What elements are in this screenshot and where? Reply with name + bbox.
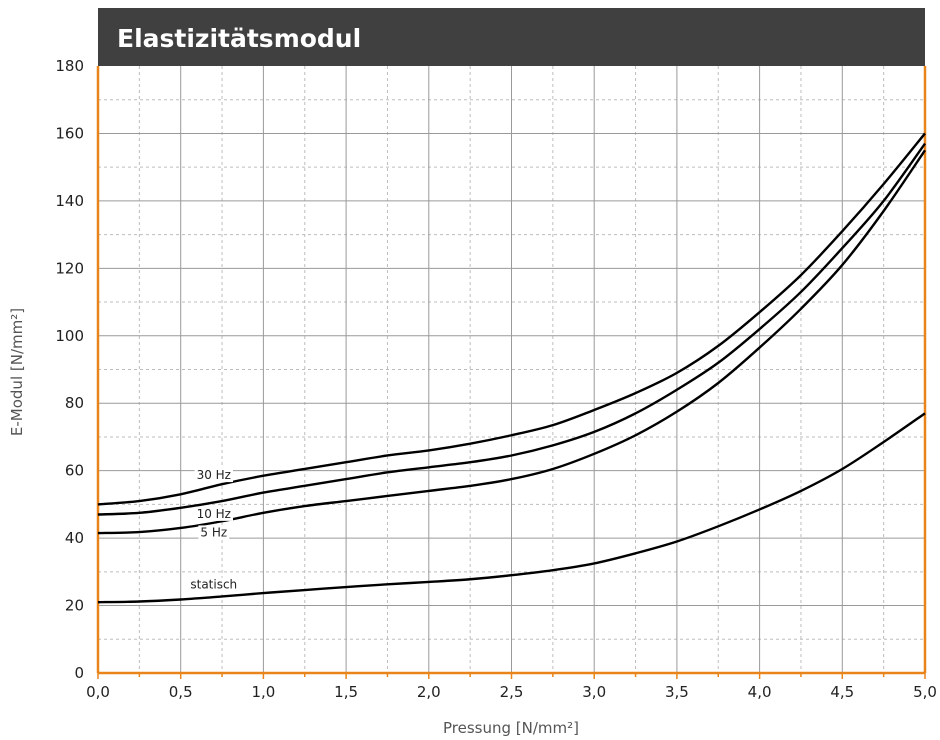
y-axis-title: E-Modul [N/mm²]	[8, 308, 26, 436]
y-tick-label: 60	[65, 462, 84, 480]
y-tick-label: 0	[74, 664, 84, 682]
series-label: statisch	[190, 578, 237, 592]
tick-labels: 0,0 0,5 1,0 1,5 2,0 2,5 3,0 3,5 4,0 4,5 5,0 0 20 40 60…	[55, 57, 937, 701]
y-tick-label: 120	[55, 259, 84, 277]
series-labels: 30 Hz 10 Hz 5 Hz statisch	[188, 468, 240, 592]
x-tick-label: 4,5	[830, 683, 854, 701]
y-tick-label: 140	[55, 192, 84, 210]
series-lines	[97, 132, 926, 604]
x-tick-label: 2,5	[500, 683, 524, 701]
series-line-2	[97, 149, 926, 535]
series-label: 10 Hz	[197, 507, 231, 521]
x-tick-label: 1,5	[334, 683, 358, 701]
chart-title: Elastizitätsmodul	[117, 24, 361, 53]
series-line-0	[97, 132, 926, 506]
y-tick-label: 40	[65, 529, 84, 547]
x-tick-label: 3,0	[582, 683, 606, 701]
y-tick-label: 20	[65, 597, 84, 615]
y-tick-label: 100	[55, 327, 84, 345]
x-tick-label: 0,5	[169, 683, 193, 701]
x-tick-label: 0,0	[86, 683, 110, 701]
y-tick-label: 80	[65, 394, 84, 412]
series-label: 30 Hz	[197, 468, 231, 482]
series-line-1	[97, 142, 926, 516]
series-line-3	[97, 412, 926, 604]
x-tick-label: 3,5	[665, 683, 689, 701]
x-axis-title: Pressung [N/mm²]	[443, 719, 579, 737]
x-tick-label: 2,0	[417, 683, 441, 701]
x-tick-label: 5,0	[913, 683, 937, 701]
y-tick-label: 180	[55, 57, 84, 75]
series-label-bg	[194, 468, 233, 483]
y-tick-label: 160	[55, 124, 84, 142]
header-bar	[98, 8, 925, 66]
series-label-bg	[188, 577, 240, 592]
series-label-bg	[198, 525, 230, 540]
series-label: 5 Hz	[200, 525, 227, 539]
x-tick-label: 4,0	[748, 683, 772, 701]
grid	[98, 66, 925, 673]
series-label-bg	[194, 506, 233, 521]
x-tick-label: 1,0	[251, 683, 275, 701]
plot-frame	[96, 66, 927, 679]
